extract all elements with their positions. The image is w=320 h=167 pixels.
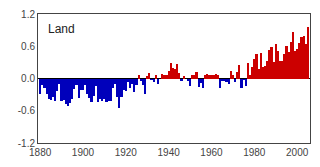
svg-text:-1.2: -1.2: [18, 138, 36, 149]
svg-text:1.2: 1.2: [21, 9, 35, 20]
svg-text:1960: 1960: [200, 147, 223, 158]
svg-text:1920: 1920: [115, 147, 138, 158]
svg-text:Land: Land: [48, 22, 75, 36]
svg-text:1880: 1880: [29, 147, 52, 158]
svg-text:0.0: 0.0: [21, 73, 35, 84]
svg-text:2000: 2000: [286, 147, 309, 158]
svg-text:1980: 1980: [243, 147, 266, 158]
svg-text:-0.6: -0.6: [18, 105, 36, 116]
svg-text:0.6: 0.6: [21, 41, 35, 52]
svg-text:1900: 1900: [72, 147, 95, 158]
svg-text:1940: 1940: [158, 147, 181, 158]
